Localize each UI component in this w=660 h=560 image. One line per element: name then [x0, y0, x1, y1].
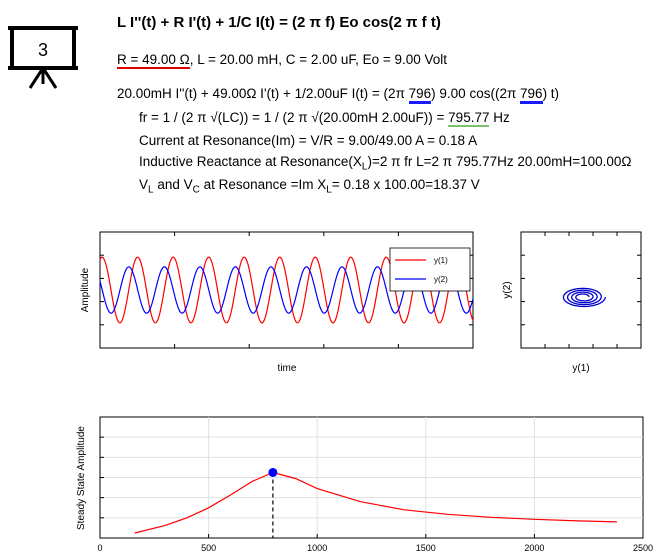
- slide-number: 3: [38, 40, 48, 60]
- parameter-line: R = 49.00 Ω, L = 20.00 mH, C = 2.00 uF, …: [117, 52, 448, 69]
- resonance-xtick-label: 500: [201, 543, 216, 553]
- slide-icon[interactable]: 3: [8, 24, 78, 92]
- resonance-frequency-line: fr = 1 / (2 π √(LC)) = 1 / (2 π √(20.00m…: [139, 110, 510, 127]
- legend-label-y2: y(2): [434, 275, 448, 284]
- resonance-marker-point: [268, 467, 278, 477]
- time-series-chart: y(1) y(2) time Amplitude: [80, 231, 474, 374]
- current-line: Current at Resonance(Im) = V/R = 9.00/49…: [139, 133, 478, 148]
- phase-xlabel: y(1): [572, 363, 589, 374]
- phase-ylabel: y(2): [502, 281, 513, 298]
- presentation-board-icon: 3: [8, 26, 78, 89]
- time-ylabel: Amplitude: [80, 267, 91, 312]
- frequency-field-2[interactable]: 796: [520, 86, 543, 104]
- frequency-field-1[interactable]: 796: [408, 86, 432, 104]
- resonance-xtick-label: 1500: [416, 543, 436, 553]
- resonance-curve-chart: 0 500 1000 1500 2000 2500 Steady State Amplit…: [76, 416, 653, 553]
- legend-label-y1: y(1): [434, 256, 448, 265]
- amplitude-curve-line: [134, 471, 617, 534]
- resistance-value[interactable]: R = 49.00 Ω: [117, 52, 190, 69]
- legend-box: [389, 247, 471, 292]
- phase-spiral-line: [562, 287, 607, 308]
- resonance-xtick-label: 2500: [633, 543, 653, 553]
- resonance-xtick-label: 2000: [524, 543, 544, 553]
- time-xlabel: time: [278, 363, 297, 374]
- series-y1-line: [99, 256, 474, 324]
- voltage-line: VL and VC at Resonance =Im XL= 0.18 x 10…: [139, 177, 480, 196]
- resonance-frequency-value[interactable]: 795.77: [448, 110, 490, 127]
- reactance-line: Inductive Reactance at Resonance(XL)=2 π…: [139, 154, 632, 173]
- equation-title: L I''(t) + R I'(t) + 1/C I(t) = (2 π f) …: [117, 14, 441, 31]
- ode-line: 20.00mH I''(t) + 49.00Ω I'(t) + 1/2.00uF…: [117, 86, 559, 104]
- resonance-ylabel: Steady State Amplitude: [76, 426, 87, 530]
- parameter-rest: , L = 20.00 mH, C = 2.00 uF, Eo = 9.00 V…: [189, 52, 448, 67]
- resonance-xtick-label: 1000: [307, 543, 327, 553]
- resonance-xtick-label: 0: [97, 543, 102, 553]
- phase-portrait-chart: y(1) y(2): [502, 231, 642, 374]
